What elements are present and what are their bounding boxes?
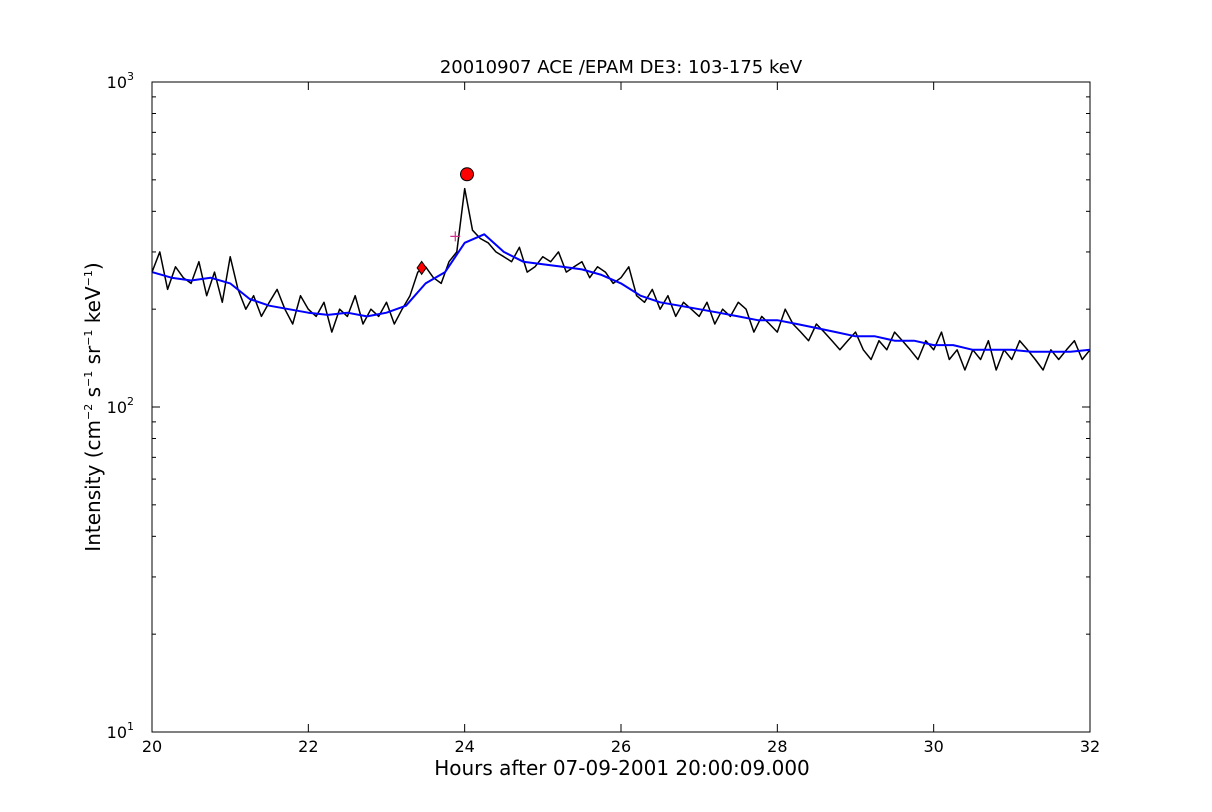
y-axis: 101 102 103 [107,70,1090,742]
y-axis-label-part3: sr [81,345,105,371]
y-tick-label: 103 [107,70,134,92]
x-tick-label: 32 [1080,737,1100,756]
onset-marker-diamond [416,260,427,276]
x-axis-label: Hours after 07-09-2001 20:00:09.000 [434,756,810,780]
y-axis-label-exp4: −1 [82,270,95,286]
y-tick-label: 101 [107,720,134,742]
x-tick-label: 28 [767,737,787,756]
plot-markers [416,167,475,276]
y-axis-label-part4: keV [81,286,105,330]
x-tick-label: 30 [923,737,943,756]
series-line-raw [151,187,1091,371]
y-axis-label-prefix: Intensity (cm [81,420,105,552]
x-tick-label: 20 [142,737,162,756]
x-axis: 20 22 24 26 28 30 32 [142,82,1100,756]
chart-title: 20010907 ACE /EPAM DE3: 103-175 keV [440,57,803,78]
y-tick-label: 102 [107,395,134,417]
x-tick-label: 24 [454,737,474,756]
y-axis-label-exp1: −2 [82,404,95,420]
y-axis-label-exp3: −1 [82,330,95,346]
peak-marker-circle [460,167,475,182]
y-axis-label: Intensity (cm−2 s−1 sr−1 keV−1) [81,262,105,551]
x-tick-label: 22 [298,737,318,756]
series-line-smoothed [151,233,1091,353]
x-tick-label: 26 [611,737,631,756]
marker-plus [450,231,461,242]
y-axis-label-suffix: ) [81,262,105,270]
plot-lines [151,187,1091,371]
y-axis-label-part2: s [81,387,105,404]
y-axis-label-exp2: −1 [82,371,95,387]
